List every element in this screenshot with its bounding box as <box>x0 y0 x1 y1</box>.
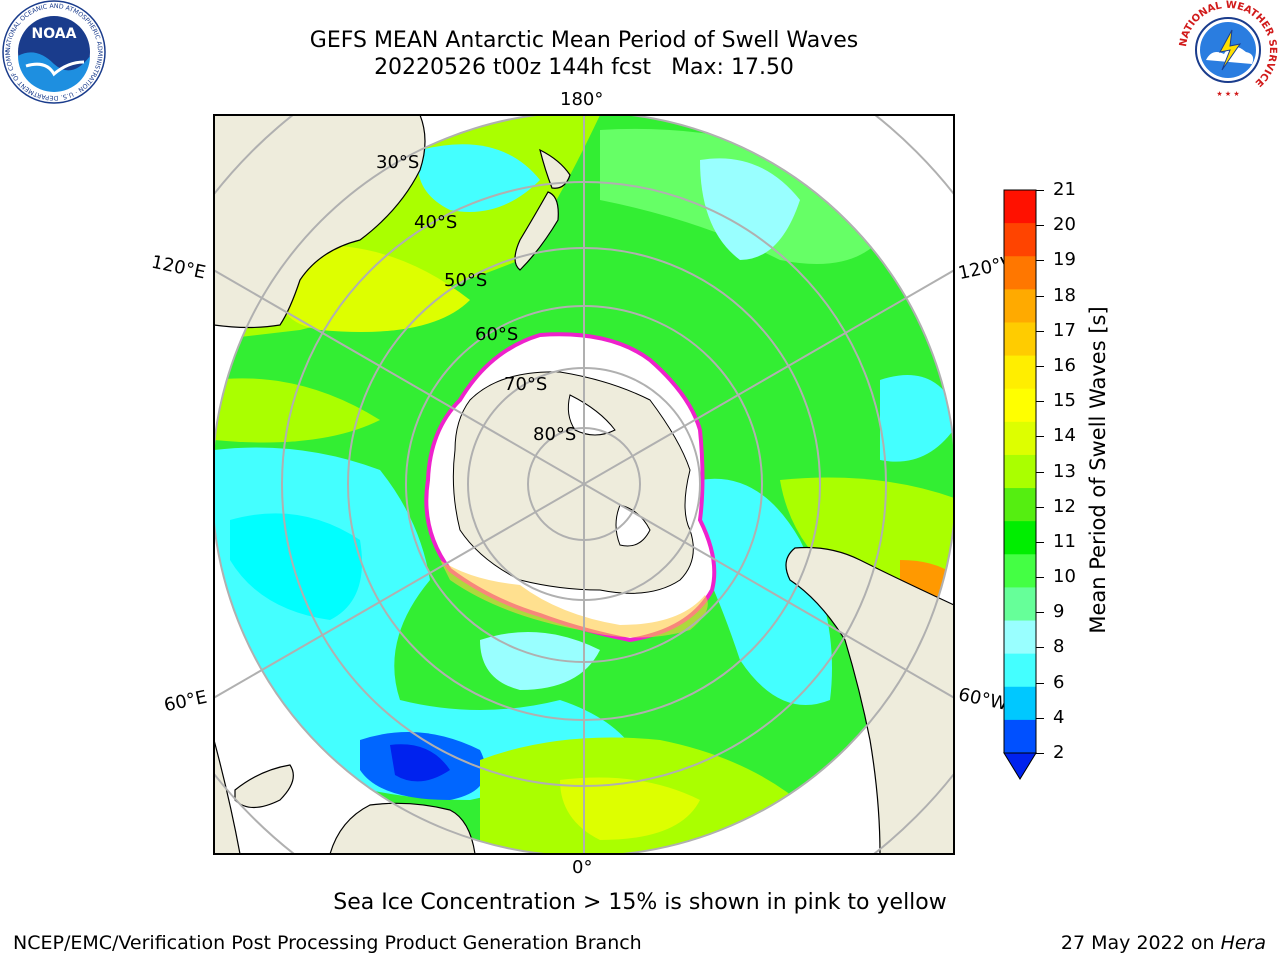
credit-text: NCEP/EMC/Verification Post Processing Pr… <box>13 932 642 954</box>
colorbar-segment <box>1004 256 1036 290</box>
colorbar-tick-label: 21 <box>1053 179 1076 200</box>
colorbar-segment <box>1004 521 1036 555</box>
colorbar-segment <box>1004 388 1036 423</box>
colorbar-tick-mark <box>1036 717 1044 719</box>
colorbar-tick-label: 6 <box>1053 671 1065 693</box>
noaa-text: NOAA <box>32 26 77 42</box>
forecast-date: 20220526 t00z 144h fcst <box>374 55 652 80</box>
colorbar-tick-mark <box>1036 330 1044 332</box>
colorbar-segment <box>1004 620 1036 655</box>
noaa-logo: NATIONAL OCEANIC AND ATMOSPHERIC ADMINIS… <box>2 0 106 104</box>
colorbar-tick-label: 18 <box>1053 284 1076 306</box>
colorbar-segment <box>1004 421 1036 456</box>
colorbar-label: Mean Period of Swell Waves [s] <box>1086 306 1110 634</box>
colorbar-segment <box>1004 355 1036 390</box>
colorbar-tick-label: 14 <box>1053 425 1076 447</box>
svg-text:★ ★ ★: ★ ★ ★ <box>1216 90 1239 98</box>
colorbar-tick-label: 13 <box>1053 460 1076 482</box>
lon-label-0: 0° <box>572 857 593 878</box>
colorbar-segment <box>1004 554 1036 588</box>
colorbar-tick-label: 2 <box>1053 742 1065 763</box>
colorbar-segment <box>1004 190 1036 224</box>
colorbar-tick-mark <box>1036 436 1044 438</box>
colorbar-tick-mark <box>1036 295 1044 297</box>
run-date: 27 May 2022 on Hera <box>1061 932 1266 954</box>
colorbar-under-triangle <box>1003 752 1037 780</box>
colorbar-tick-mark <box>1036 577 1044 579</box>
run-date-text: 27 May 2022 on <box>1060 932 1215 954</box>
colorbar-segment <box>1004 454 1036 489</box>
colorbar-tick-mark <box>1036 225 1044 227</box>
lat-label-50s: 50°S <box>444 270 488 291</box>
lat-label-70s: 70°S <box>504 374 548 395</box>
colorbar-tick-mark <box>1036 401 1044 403</box>
graticule <box>214 115 954 854</box>
colorbar-segment <box>1004 223 1036 257</box>
colorbar-tick-mark <box>1036 541 1044 543</box>
colorbar-tick-label: 17 <box>1053 319 1076 341</box>
colorbar-segment <box>1004 289 1036 323</box>
chart-title: GEFS MEAN Antarctic Mean Period of Swell… <box>309 28 859 53</box>
colorbar-tick-mark <box>1036 190 1044 191</box>
colorbar-segment <box>1004 653 1036 688</box>
colorbar-tick-label: 15 <box>1053 390 1076 412</box>
colorbar-tick-mark <box>1036 260 1044 262</box>
colorbar-tick-mark <box>1036 506 1044 508</box>
colorbar-tick-label: 9 <box>1053 601 1065 623</box>
colorbar-tick-label: 20 <box>1053 214 1076 236</box>
colorbar-tick-label: 4 <box>1053 706 1065 728</box>
colorbar-tick-mark <box>1036 682 1044 684</box>
colorbar-tick-label: 19 <box>1053 249 1076 271</box>
colorbar-tick-label: 11 <box>1053 530 1076 552</box>
colorbar-segment <box>1004 322 1036 357</box>
colorbar-segment <box>1004 686 1036 721</box>
colorbar <box>1003 189 1037 780</box>
max-value: Max: 17.50 <box>671 55 794 80</box>
colorbar-tick-label: 12 <box>1053 495 1076 517</box>
lat-label-60s: 60°S <box>475 324 519 345</box>
chart-subtitle: 20220526 t00z 144h fcst Max: 17.50 <box>0 54 1168 82</box>
colorbar-segment <box>1004 719 1036 754</box>
machine-name: Hera <box>1220 932 1266 954</box>
lon-label-180: 180° <box>560 89 604 110</box>
sea-ice-caption: Sea Ice Concentration > 15% is shown in … <box>333 890 947 915</box>
lat-label-40s: 40°S <box>414 212 458 233</box>
colorbar-tick-mark <box>1036 365 1044 367</box>
nws-logo: NATIONAL WEATHER SERVICE ★ ★ ★ <box>1178 0 1278 99</box>
colorbar-tick-mark <box>1036 612 1044 614</box>
colorbar-tick-label: 8 <box>1053 636 1065 658</box>
colorbar-tick-label: 16 <box>1053 354 1076 376</box>
colorbar-segment <box>1004 488 1036 522</box>
lat-label-30s: 30°S <box>376 152 420 173</box>
lat-label-80s: 80°S <box>533 424 577 445</box>
colorbar-tick-mark <box>1036 471 1044 473</box>
colorbar-segment <box>1004 587 1036 622</box>
colorbar-tick-mark <box>1036 647 1044 649</box>
colorbar-tick-mark <box>1036 753 1044 754</box>
colorbar-tick-label: 10 <box>1053 566 1076 588</box>
